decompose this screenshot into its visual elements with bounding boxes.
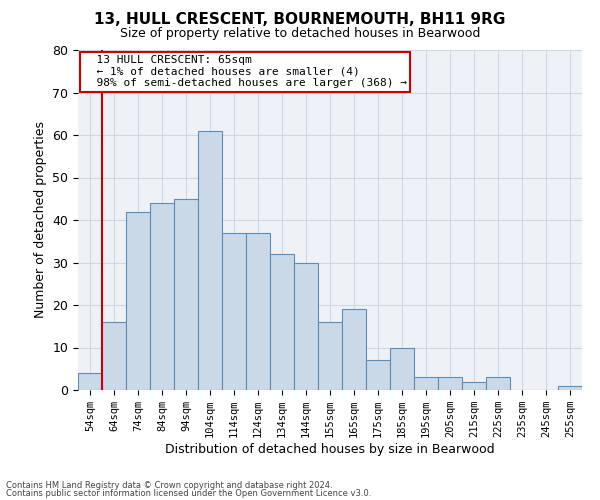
Bar xyxy=(222,233,246,390)
Bar xyxy=(366,360,390,390)
Bar xyxy=(246,233,270,390)
Bar xyxy=(150,203,174,390)
Bar xyxy=(486,378,510,390)
Text: Contains HM Land Registry data © Crown copyright and database right 2024.: Contains HM Land Registry data © Crown c… xyxy=(6,481,332,490)
Bar xyxy=(390,348,414,390)
Bar xyxy=(78,373,102,390)
Text: 13 HULL CRESCENT: 65sqm
  ← 1% of detached houses are smaller (4)
  98% of semi-: 13 HULL CRESCENT: 65sqm ← 1% of detached… xyxy=(83,55,407,88)
Bar xyxy=(198,130,222,390)
Bar xyxy=(438,378,462,390)
X-axis label: Distribution of detached houses by size in Bearwood: Distribution of detached houses by size … xyxy=(165,443,495,456)
Bar xyxy=(558,386,582,390)
Text: Size of property relative to detached houses in Bearwood: Size of property relative to detached ho… xyxy=(120,28,480,40)
Y-axis label: Number of detached properties: Number of detached properties xyxy=(34,122,47,318)
Bar xyxy=(342,309,366,390)
Bar xyxy=(126,212,150,390)
Bar xyxy=(318,322,342,390)
Bar xyxy=(102,322,126,390)
Bar xyxy=(174,198,198,390)
Text: 13, HULL CRESCENT, BOURNEMOUTH, BH11 9RG: 13, HULL CRESCENT, BOURNEMOUTH, BH11 9RG xyxy=(94,12,506,28)
Bar xyxy=(462,382,486,390)
Bar xyxy=(294,262,318,390)
Bar xyxy=(270,254,294,390)
Bar xyxy=(414,378,438,390)
Text: Contains public sector information licensed under the Open Government Licence v3: Contains public sector information licen… xyxy=(6,488,371,498)
